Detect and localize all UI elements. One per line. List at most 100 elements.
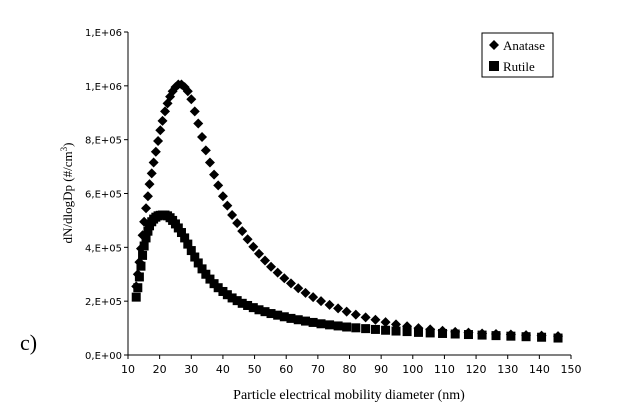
data-point-anatase [293,283,304,294]
data-point-rutile [293,315,303,325]
data-point-anatase [232,218,243,229]
data-point-rutile [286,313,296,323]
y-axis-label-superscript: 3 [59,146,69,151]
y-axis-label-end: ) [60,143,75,147]
data-point-anatase [272,267,283,278]
data-point-anatase [279,273,290,284]
data-point-rutile [325,320,335,330]
y-axis-label-main: dN/dlogDp (#/cm [60,151,75,243]
data-point-anatase [370,314,381,325]
data-point-rutile [254,305,264,315]
data-point-rutile [201,269,211,279]
data-point-rutile [402,327,412,337]
x-axis-ticks: 10 20 30 40 50 60 70 80 90 100 110 120 130 140 150 [121,355,582,376]
data-point-rutile [351,323,361,333]
data-point-rutile [463,330,473,340]
data-point-anatase [150,146,161,157]
y-tick-label: 1,E+06 [85,28,122,39]
data-point-rutile [227,293,237,303]
data-point-rutile [477,330,487,340]
data-point-anatase [189,106,200,117]
data-point-rutile [370,324,380,334]
data-point-anatase [200,145,211,156]
data-point-rutile [438,328,448,338]
data-point-anatase [186,94,197,105]
series-rutile [131,210,563,343]
data-point-anatase [242,234,253,245]
x-tick-label: 150 [561,363,582,376]
y-tick-label: 6,E+05 [85,190,122,201]
data-point-anatase [155,125,166,136]
data-point-anatase [260,255,271,266]
data-point-rutile [301,316,311,326]
series-anatase [131,79,564,342]
data-point-rutile [506,331,516,341]
data-point-rutile [521,332,531,342]
data-point-anatase [148,157,159,168]
data-point-rutile [491,331,501,341]
data-point-anatase [324,299,335,310]
x-tick-label: 10 [121,363,135,376]
legend-label-anatase: Anatase [503,38,545,53]
data-point-anatase [380,317,391,328]
data-point-rutile [553,333,563,343]
x-tick-label: 140 [529,363,550,376]
data-point-anatase [237,226,248,237]
data-point-rutile [381,325,391,335]
data-point-anatase [146,168,157,179]
data-point-rutile [316,319,326,329]
data-point-anatase [350,309,361,320]
data-point-anatase [153,136,164,147]
data-point-rutile [248,303,258,313]
data-point-rutile [139,241,149,251]
data-point-anatase [300,287,311,298]
data-point-rutile [205,274,215,284]
data-point-rutile [173,223,183,233]
x-tick-label: 80 [343,363,357,376]
legend-label-rutile: Rutile [503,59,535,74]
data-point-rutile [197,264,207,274]
data-point-rutile [143,226,153,236]
data-point-rutile [361,324,371,334]
y-tick-label: 0,E+00 [85,351,122,362]
data-point-rutile [180,233,190,243]
data-point-rutile [450,329,460,339]
data-point-anatase [197,131,208,142]
data-point-rutile [134,272,144,282]
data-point-rutile [279,312,289,322]
data-point-anatase [204,157,215,168]
legend-marker-rutile [489,61,499,71]
y-axis-ticks: 0,E+00 2,E+05 4,E+05 6,E+05 8,E+05 1,E+06 1,E+… [85,28,128,362]
data-point-anatase [360,312,371,323]
y-tick-label: 4,E+05 [85,243,122,254]
data-point-rutile [260,307,270,317]
series-layer [131,79,564,343]
x-tick-label: 120 [466,363,487,376]
data-point-rutile [308,317,318,327]
data-point-rutile [176,228,186,238]
data-point-anatase [316,296,327,307]
data-point-anatase [341,306,352,317]
data-point-rutile [138,250,148,260]
data-point-rutile [133,283,143,293]
x-tick-label: 40 [216,363,230,376]
data-point-anatase [217,191,228,202]
x-tick-label: 60 [279,363,293,376]
x-tick-label: 50 [248,363,262,376]
data-point-rutile [131,292,141,302]
data-point-rutile [537,332,547,342]
x-tick-label: 130 [497,363,518,376]
y-tick-label: 2,E+05 [85,297,122,308]
x-tick-label: 90 [374,363,388,376]
data-point-anatase [213,180,224,191]
data-point-anatase [254,248,265,259]
x-tick-label: 30 [184,363,198,376]
data-point-rutile [141,233,151,243]
data-point-rutile [186,246,196,256]
data-point-anatase [227,210,238,221]
y-tick-label: 1,E+06 [85,82,122,93]
data-point-rutile [391,326,401,336]
data-point-anatase [222,200,233,211]
data-point-anatase [285,278,296,289]
